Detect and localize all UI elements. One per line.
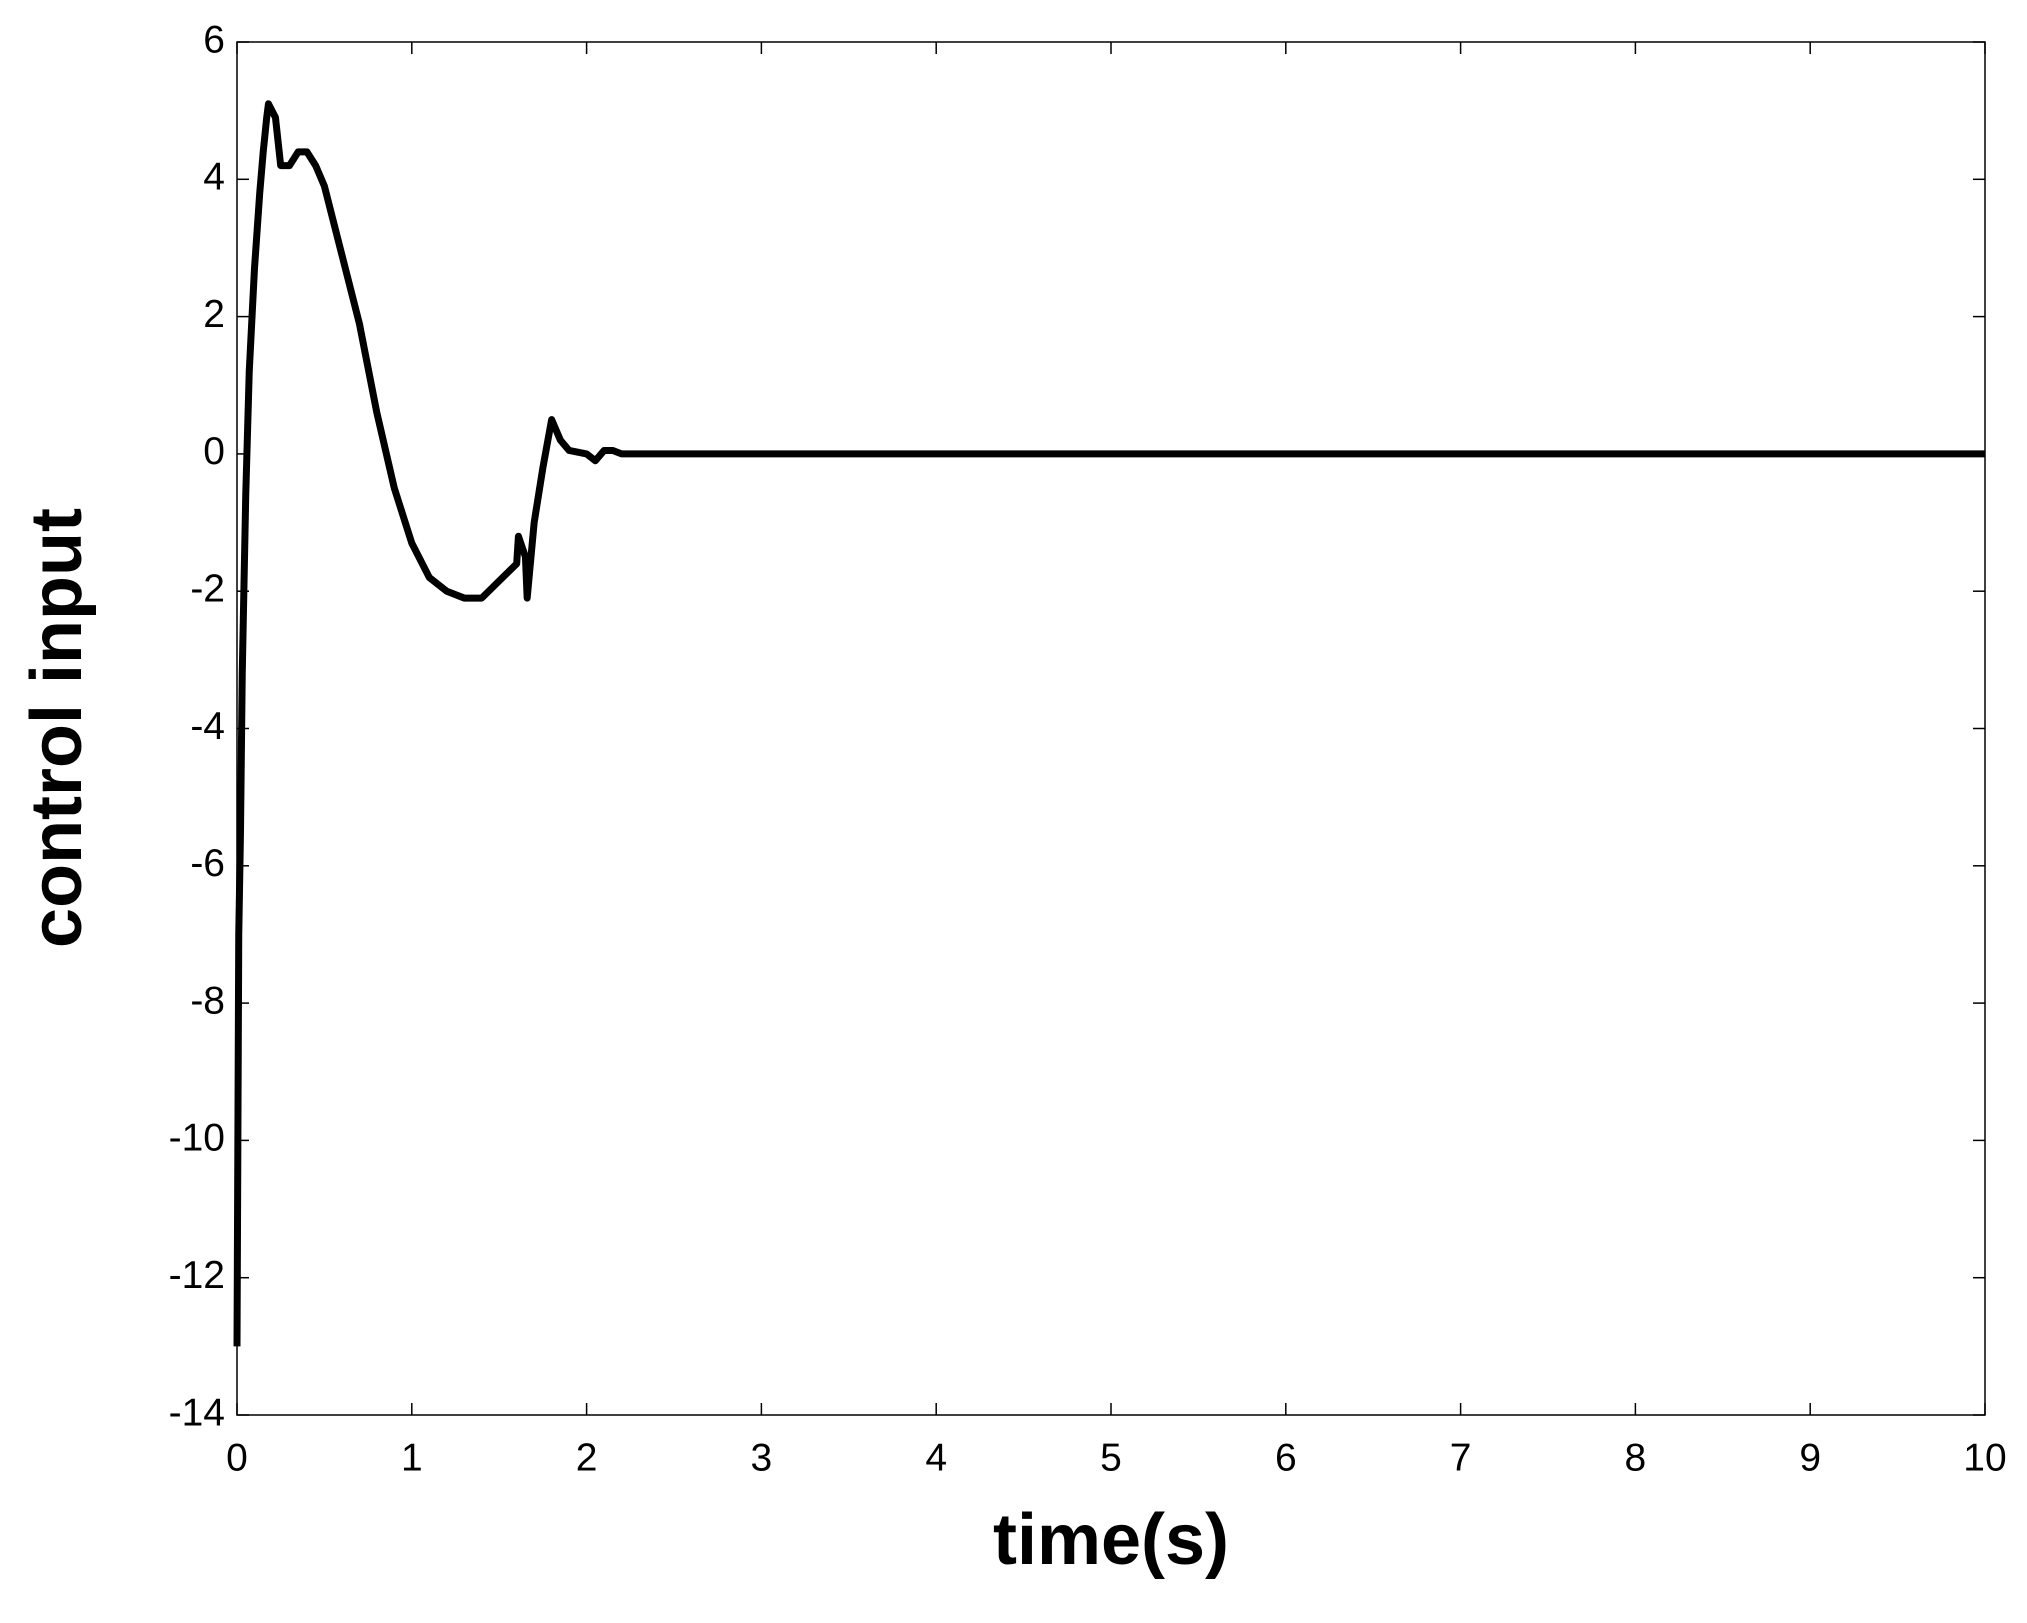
y-tick-label: 4 (203, 156, 225, 199)
y-tick-label: 0 (203, 430, 225, 473)
y-tick-label: -12 (169, 1254, 225, 1297)
y-tick-label: -4 (190, 705, 225, 748)
x-tick-label: 5 (1100, 1436, 1122, 1479)
x-tick-label: 10 (1963, 1436, 2006, 1479)
y-axis-label: control input (17, 508, 97, 948)
y-tick-label: 6 (203, 18, 225, 61)
y-tick-label: -6 (190, 842, 225, 885)
y-tick-label: 2 (203, 293, 225, 336)
x-tick-label: 8 (1625, 1436, 1647, 1479)
x-tick-label: 0 (226, 1436, 248, 1479)
x-tick-label: 1 (401, 1436, 423, 1479)
x-tick-label: 2 (576, 1436, 598, 1479)
y-tick-label: -14 (169, 1391, 225, 1434)
x-tick-label: 9 (1799, 1436, 1821, 1479)
x-tick-label: 7 (1450, 1436, 1472, 1479)
y-tick-label: -10 (169, 1117, 225, 1160)
plot-frame (236, 41, 1986, 1416)
y-tick-label: -8 (190, 979, 225, 1022)
line-series (233, 100, 1985, 1347)
x-tick-label: 6 (1275, 1436, 1297, 1479)
x-tick-label: 3 (751, 1436, 773, 1479)
x-tick-label: 4 (925, 1436, 947, 1479)
x-axis-label: time(s) (993, 1500, 1229, 1580)
y-tick-label: -2 (190, 567, 225, 610)
